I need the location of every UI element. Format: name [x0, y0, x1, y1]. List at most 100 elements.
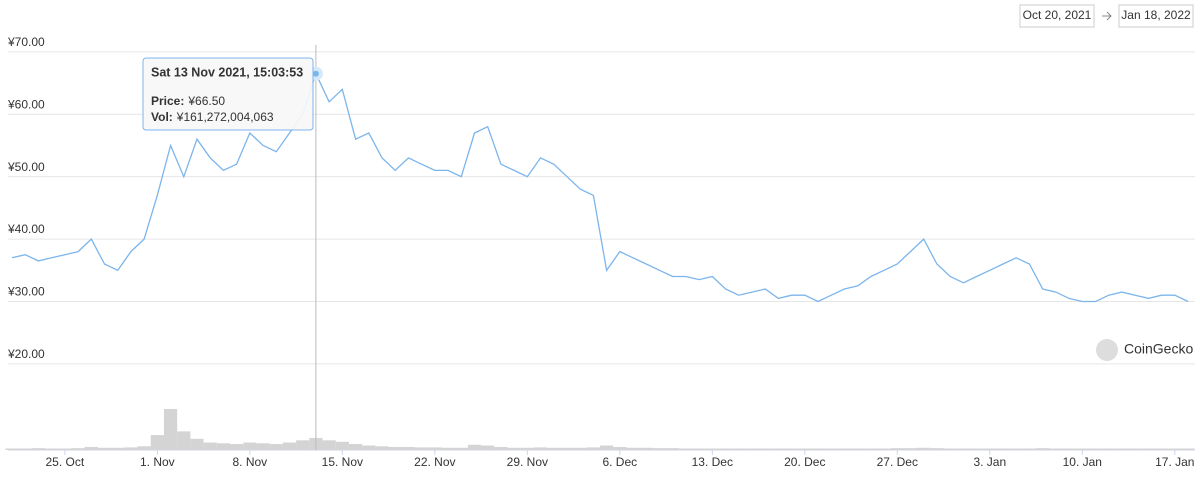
volume-bar — [692, 448, 706, 450]
x-tick-label: 13. Dec — [692, 455, 733, 469]
volume-bar — [5, 448, 19, 450]
volume-bar — [1049, 448, 1063, 450]
y-tick-label: ¥70.00 — [7, 35, 45, 49]
volume-bar — [243, 442, 257, 450]
volume-bar — [930, 448, 944, 450]
x-tick-label: 20. Dec — [784, 455, 825, 469]
volume-bar — [745, 448, 759, 450]
volume-bar — [1141, 448, 1155, 450]
x-tick-label: 3. Jan — [973, 455, 1006, 469]
volume-bar — [441, 447, 455, 450]
tooltip: Sat 13 Nov 2021, 15:03:53 Price: ¥66.50 Vol… — [142, 57, 314, 131]
volume-bar — [348, 444, 363, 450]
volume-bar — [718, 448, 733, 450]
date-to[interactable]: Jan 18, 2022 — [1121, 8, 1191, 22]
volume-bar — [1168, 448, 1182, 450]
volume-bar — [1022, 448, 1037, 450]
volume-bar — [58, 448, 72, 450]
date-from-box[interactable] — [1019, 4, 1095, 28]
volume-bar — [956, 448, 970, 450]
volume-bar — [1181, 448, 1195, 450]
volume-bar — [1009, 448, 1023, 450]
plot-area: ¥20.00 ¥30.00 ¥40.00 ¥50.00 ¥60.00 ¥70.00 25. … — [5, 35, 1195, 469]
price-line — [11, 71, 1189, 303]
volume-bar — [375, 446, 389, 450]
volume-bar — [996, 448, 1010, 450]
volume-bar — [415, 447, 429, 450]
volume-bar — [705, 448, 719, 450]
x-tick-label: 6. Dec — [602, 455, 637, 469]
volume-bar — [1075, 448, 1089, 450]
volume-bar — [388, 447, 402, 450]
volume-bar — [494, 447, 508, 450]
tooltip-label: Vol: — [151, 110, 173, 124]
x-tick-label: 27. Dec — [877, 455, 918, 469]
volume-bar — [626, 447, 640, 450]
volume-bar — [771, 448, 785, 450]
volume-bar — [401, 447, 416, 450]
y-tick-label: ¥40.00 — [7, 222, 45, 236]
volume-bar — [824, 448, 838, 450]
tooltip-value: ¥66.50 — [187, 94, 225, 108]
volume-bar — [903, 448, 918, 450]
y-tick-label: ¥30.00 — [7, 285, 45, 299]
volume-bar — [652, 448, 667, 450]
volume-bar — [269, 444, 283, 450]
volume-bar — [784, 448, 799, 450]
volume-bar — [851, 448, 865, 450]
volume-bar — [190, 438, 204, 450]
date-to-box[interactable] — [1118, 4, 1194, 28]
volume-bar — [811, 448, 825, 450]
volume-bar — [177, 431, 191, 450]
x-tick-label: 29. Nov — [507, 455, 548, 469]
volume-bar — [613, 447, 627, 450]
volume-bar — [837, 448, 852, 450]
volume-bar — [1128, 448, 1142, 450]
x-tick-label: 15. Nov — [322, 455, 363, 469]
volume-bar — [322, 440, 336, 450]
volume-bar — [467, 444, 482, 450]
volume-bar — [230, 444, 244, 450]
volume-bar — [203, 442, 217, 450]
tooltip-value: ¥161,272,004,063 — [176, 110, 274, 124]
volume-bar — [362, 445, 376, 450]
volume-bar — [758, 448, 772, 450]
volume-bar — [216, 443, 231, 450]
y-tick-label: ¥50.00 — [7, 160, 45, 174]
volume-bar — [943, 448, 957, 450]
volume-bar — [798, 448, 812, 450]
volume-bar — [639, 447, 653, 450]
watermark: CoinGecko — [1124, 341, 1193, 357]
volume-bar — [507, 447, 521, 450]
volume-bar — [533, 447, 548, 450]
volume-bar — [560, 447, 574, 450]
volume-bar — [71, 448, 85, 450]
volume-bar — [481, 445, 495, 450]
volume-bar — [1088, 448, 1103, 450]
volume-bar — [1036, 448, 1050, 450]
x-tick-label: 10. Jan — [1063, 455, 1102, 469]
volume-bar — [1062, 448, 1076, 450]
volume-bar — [969, 448, 984, 450]
volume-bar — [679, 448, 693, 450]
date-from[interactable]: Oct 20, 2021 — [1023, 8, 1092, 22]
volume-bar — [864, 448, 878, 450]
tooltip-box — [142, 57, 314, 131]
tooltip-title: Sat 13 Nov 2021, 15:03:53 — [151, 65, 303, 79]
volume-bar — [335, 441, 349, 450]
volume-bar — [877, 448, 891, 450]
volume-bar — [111, 447, 125, 450]
x-tick-label: 1. Nov — [140, 455, 175, 469]
volume-bar — [282, 442, 297, 450]
volume-bar — [983, 448, 997, 450]
y-tick-label: ¥60.00 — [7, 97, 45, 111]
volume-bar — [18, 448, 32, 450]
volume-bar — [890, 448, 904, 450]
volume-bar — [256, 443, 270, 450]
x-tick-label: 8. Nov — [232, 455, 267, 469]
volume-bar — [84, 447, 98, 450]
volume-bar — [454, 447, 468, 450]
x-tick-label: 17. Jan — [1155, 455, 1194, 469]
volume-bar — [520, 447, 534, 450]
